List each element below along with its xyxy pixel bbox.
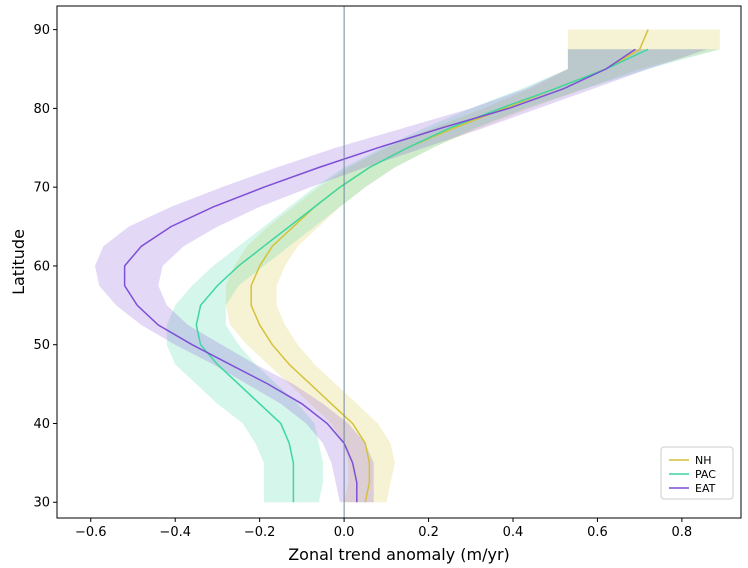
x-tick-label: −0.4 (159, 525, 191, 540)
x-tick-label: 0.4 (503, 525, 524, 540)
legend-label-pac: PAC (695, 468, 716, 481)
y-tick-label: 30 (33, 496, 50, 511)
y-tick-label: 70 (33, 181, 50, 196)
y-axis-ticks: 30 40 50 60 70 80 90 (33, 23, 57, 511)
band-eat (95, 49, 708, 503)
line-eat (123, 48, 636, 503)
x-tick-label: 0.2 (418, 525, 439, 540)
legend-label-eat: EAT (695, 482, 716, 495)
y-tick-label: 90 (33, 23, 50, 38)
x-tick-label: 0.0 (334, 525, 355, 540)
y-tick-label: 80 (33, 102, 50, 117)
x-tick-label: −0.6 (75, 525, 107, 540)
x-tick-label: −0.2 (244, 525, 276, 540)
plot-frame (56, 5, 742, 519)
line-pac (195, 48, 649, 503)
x-axis-label: Zonal trend anomaly (m/yr) (288, 545, 510, 564)
line-nh (250, 29, 649, 503)
series-lines (123, 29, 649, 503)
y-tick-label: 50 (33, 338, 50, 353)
y-tick-label: 40 (33, 417, 50, 432)
y-tick-label: 60 (33, 259, 50, 274)
x-tick-label: 0.6 (587, 525, 608, 540)
confidence-bands (95, 29, 720, 503)
x-axis-ticks: −0.6 −0.4 −0.2 0.0 0.2 0.4 0.6 0.8 (75, 518, 692, 540)
band-nh (225, 29, 720, 503)
legend-label-nh: NH (695, 454, 712, 467)
band-pac (166, 49, 720, 503)
x-tick-label: 0.8 (672, 525, 693, 540)
y-axis-label: Latitude (9, 229, 28, 295)
